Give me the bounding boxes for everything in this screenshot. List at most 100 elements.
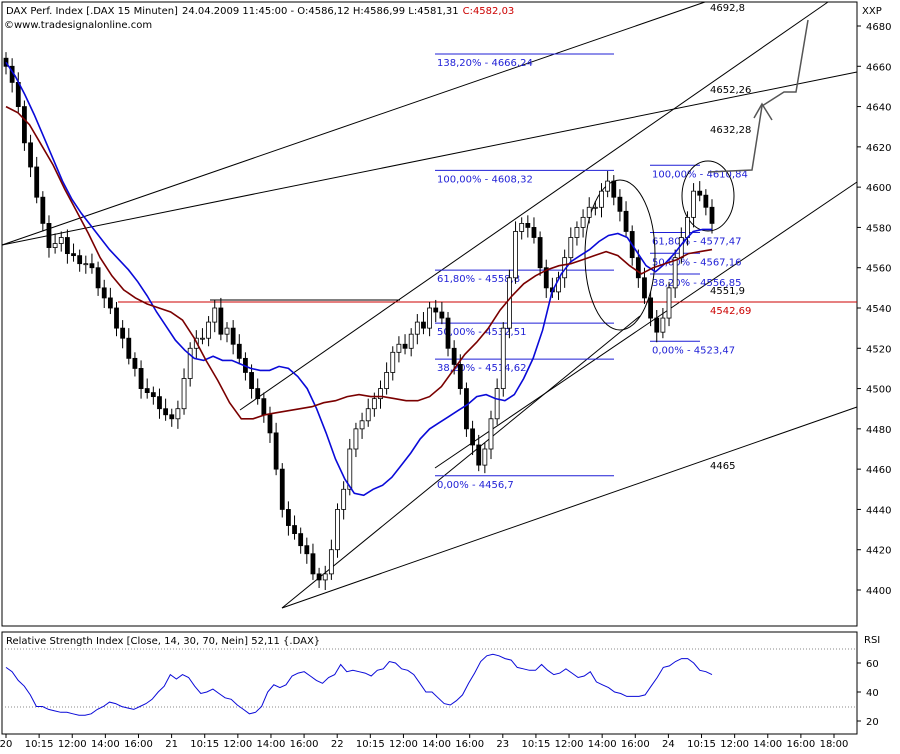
candle-body [414,321,420,335]
x-tick-label: 16:00 [621,739,650,750]
sma-fast-line [5,61,712,497]
candle-body [611,180,617,198]
rsi-panel-label: Relative Strength Index [Close, 14, 30, … [6,636,320,647]
candle-body [494,388,500,420]
candle-body [359,420,365,430]
candle-body [396,343,402,353]
fib-left-label: 50,00% - 4532,51 [437,327,526,338]
candle-body [660,317,666,333]
x-tick-label: 10:15 [356,739,385,750]
candle-body [592,206,598,209]
fib-right-label: 61,80% - 4577,47 [652,237,741,248]
x-tick-label: 12:00 [223,739,252,750]
copyright-icon: © [4,20,14,31]
x-tick-label: 10:15 [687,739,716,750]
candle-body [181,378,187,410]
price-y-tick-label: 4600 [866,183,891,194]
candle-body [261,398,267,416]
price-y-tick-label: 4460 [866,465,891,476]
candle-body [249,372,254,389]
fib-left-label: 38,20% - 4514,62 [437,363,526,374]
candle-body [605,180,611,192]
candle-body [298,533,304,547]
candle-body [187,347,193,379]
candle-body [654,317,660,333]
channel-level-label: 4692,8 [710,3,745,14]
candle-body [224,327,230,335]
header-copyright: www.tradesignalonline.com [14,20,152,31]
candle-body [3,57,9,67]
candle-body [390,351,396,373]
candle-body [34,166,40,198]
fib-right-label: 50,00% - 4567,16 [652,257,741,268]
candle-body [537,237,543,269]
candle-body [292,525,297,534]
candle-body [163,408,169,416]
candle-body [408,333,414,349]
trend-channel-lines [1,1,858,609]
candle-body [175,408,181,420]
price-y-tick-label: 4500 [866,385,891,396]
candle-body [635,257,641,279]
candle-body [709,206,715,224]
candle-body [206,321,211,339]
candle-body [691,190,696,218]
x-tick-label: 12:00 [389,739,418,750]
candle-body [279,468,285,510]
channel-level-label: 4652,26 [710,85,751,96]
forecast-arrow-path [707,19,809,173]
price-y-tick-label: 4580 [866,223,891,234]
x-tick-label: 21 [165,739,178,750]
candle-body [40,196,46,224]
candle-body [310,553,316,575]
candle-body [83,263,89,266]
x-tick-label: 14:00 [257,739,286,750]
time-x-ticks: 20 10:15 12:00 14:00 16:00 21 10:15 12:00 14:00 1… [0,734,848,750]
x-tick-label: 14:00 [91,739,120,750]
x-tick-label: 10:15 [25,739,54,750]
x-tick-label: 20 [0,739,12,750]
rsi-y-tick-label: 20 [866,717,879,728]
candle-body [543,267,549,289]
channel-level-label: 4551,9 [710,286,745,297]
header-ohlc: 24.04.2009 11:45:00 - O:4586,12 H:4586,9… [182,6,459,17]
candle-body [322,573,328,581]
candle-body [236,343,242,359]
candle-body [120,327,126,339]
fib-right-label: 0,00% - 4523,47 [652,345,735,356]
candle-body [132,357,138,369]
candle-body [451,347,457,365]
analysis-ellipse-right [681,160,735,232]
candle-body [421,321,426,329]
rsi-line [5,653,713,716]
x-tick-label: 10:15 [522,739,551,750]
fib-left-label: 0,00% - 4456,7 [437,480,514,491]
candle-body [445,317,451,349]
x-tick-label: 16:00 [455,739,484,750]
candle-body [519,222,525,232]
candle-body [378,388,383,400]
candle-body [77,255,83,265]
channel-upper-mid [1,71,858,246]
x-tick-label: 14:00 [588,739,617,750]
x-tick-label: 18:00 [820,739,849,750]
candle-body [126,337,132,359]
candle-body [52,243,58,248]
candle-body [335,509,340,551]
x-tick-label: 22 [331,739,344,750]
candle-body [697,190,703,196]
candle-body [507,277,512,329]
candle-body [71,253,76,257]
candle-body [586,206,592,218]
channel-level-label: 4632,28 [710,125,751,136]
horizontal-marker-label: 4542,69 [710,306,751,317]
x-tick-label: 16:00 [290,739,319,750]
candle-body [685,216,690,238]
price-y-tick-label: 4680 [866,22,891,33]
candle-body [230,327,236,345]
fib-right-label: 100,00% - 4610,84 [652,169,748,180]
candle-body [22,106,27,144]
candle-body [464,388,469,430]
candle-body [46,222,52,248]
candle-body [273,432,279,470]
